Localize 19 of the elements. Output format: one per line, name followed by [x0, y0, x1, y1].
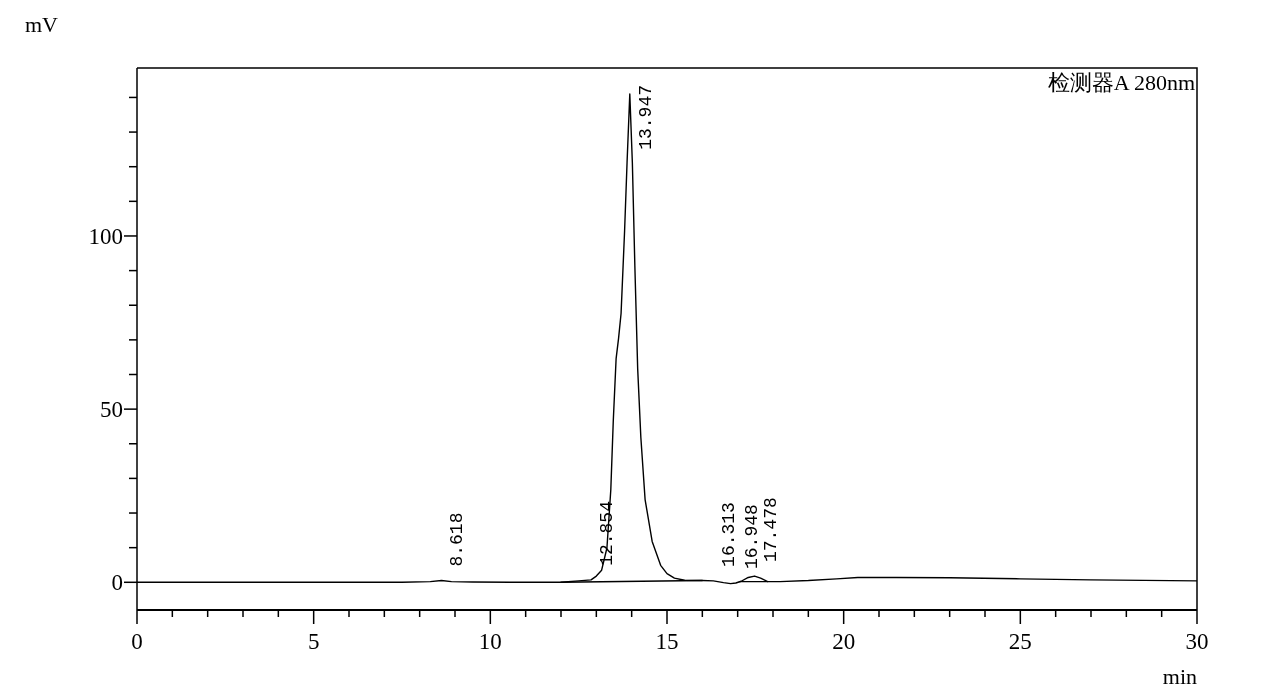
- y-axis-title: mV: [25, 12, 59, 37]
- annotation: 13.947: [635, 84, 656, 150]
- x-tick-label: 5: [307, 629, 320, 654]
- annotation: 16.313: [719, 502, 740, 567]
- y-tick-label: 0: [111, 570, 123, 596]
- x-tick-label: 0: [131, 629, 143, 654]
- y-tick-label: 100: [88, 223, 123, 249]
- annotation: 8.618: [447, 512, 468, 567]
- x-tick-label: 25: [1008, 629, 1032, 654]
- annotation: 16.948: [741, 504, 762, 569]
- annotation: 17.478: [760, 497, 781, 563]
- x-axis-title: min: [1162, 664, 1197, 689]
- text: 检测器A 280nm: [1047, 70, 1195, 95]
- annotation: 12.854: [597, 501, 618, 566]
- y-tick-label: 50: [100, 397, 123, 423]
- x-tick-label: 30: [1185, 629, 1209, 654]
- x-tick-label: 10: [478, 629, 502, 654]
- x-tick-label: 15: [655, 629, 679, 654]
- x-tick-label: 20: [832, 629, 856, 654]
